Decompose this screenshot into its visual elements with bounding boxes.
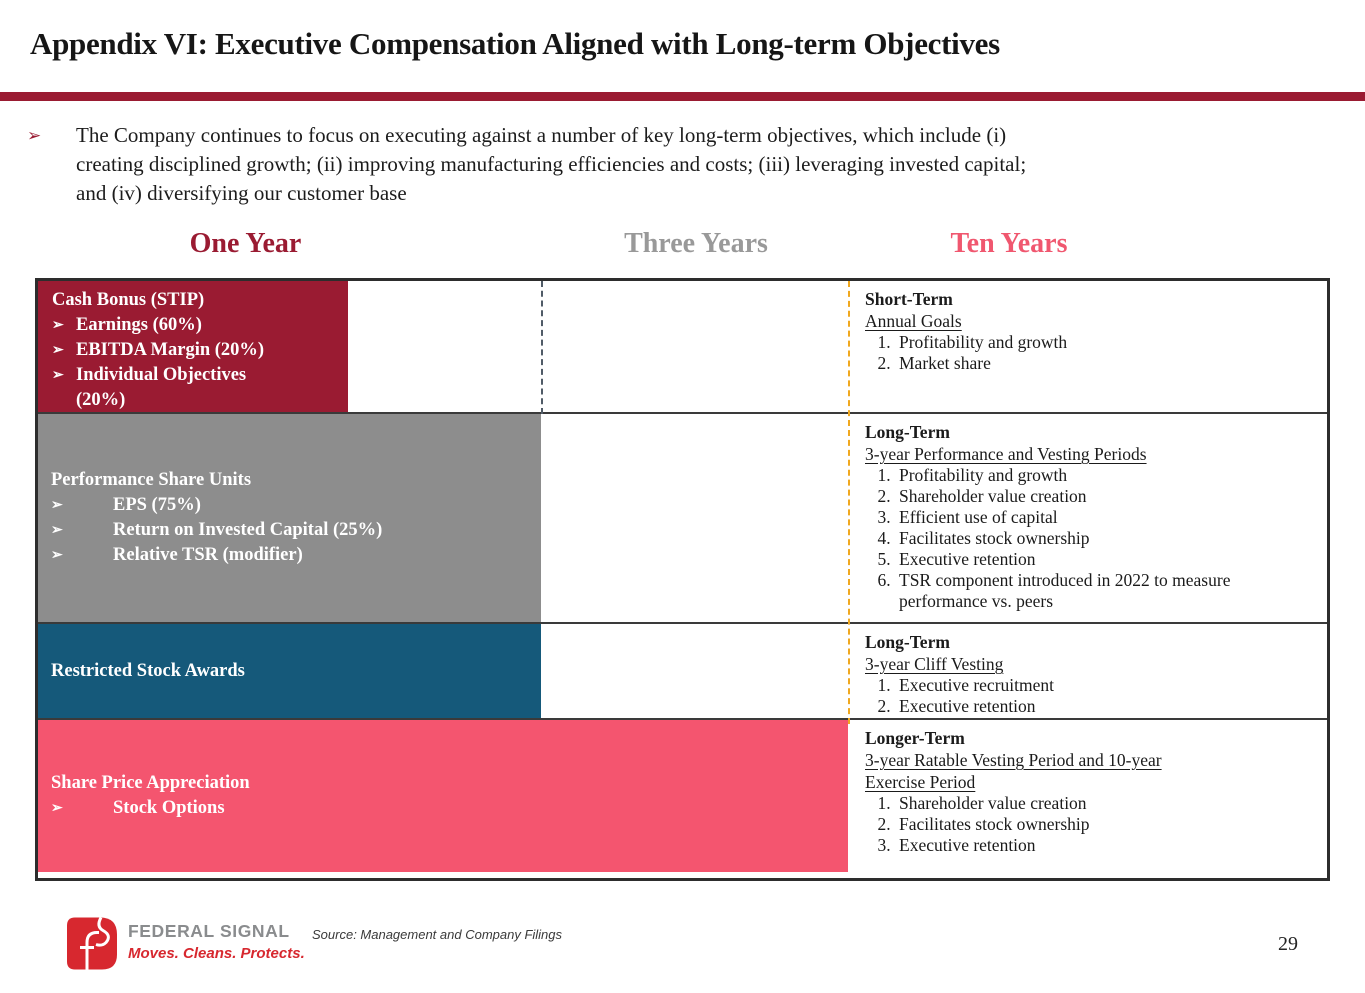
detail-subtitle-line: 3-year Ratable Vesting Period and 10-yea… — [865, 750, 1162, 770]
bar-bullet: ➢ Relative TSR (modifier) — [51, 543, 531, 568]
arrow-bullet-icon: ➢ — [51, 548, 63, 563]
detail-item: Facilitates stock ownership — [895, 528, 1319, 549]
detail-item: Executive retention — [895, 696, 1319, 717]
detail-item: Market share — [895, 353, 1319, 374]
detail-item: Shareholder value creation — [895, 486, 1319, 507]
cash-bonus-bar: Cash Bonus (STIP) ➢ Earnings (60%) ➢ EBI… — [38, 281, 348, 412]
intro-line: and (iv) diversifying our customer base — [76, 181, 407, 205]
bar-bullet-label: Individual Objectives (20%) — [76, 365, 247, 410]
detail-list: Profitability and growth Shareholder val… — [865, 465, 1319, 612]
bar-bullet: ➢ Individual Objectives (20%) — [52, 363, 338, 413]
bar-title: Restricted Stock Awards — [51, 660, 245, 681]
detail-item: Facilitates stock ownership — [895, 814, 1319, 835]
federal-signal-logo-icon — [67, 916, 117, 970]
intro-line: The Company continues to focus on execut… — [76, 123, 1007, 147]
detail-subtitle: 3-year Ratable Vesting Period and 10-yea… — [865, 749, 1319, 793]
arrow-bullet-icon: ➢ — [51, 523, 63, 538]
detail-item: Executive retention — [895, 835, 1319, 856]
detail-term: Long-Term — [865, 422, 950, 442]
detail-item: Shareholder value creation — [895, 793, 1319, 814]
table-row-share-price-appreciation: Share Price Appreciation ➢ Stock Options… — [38, 720, 1327, 872]
bar-bullet-label: Return on Invested Capital (25%) — [113, 520, 383, 540]
intro-bullet-arrow-icon: ➢ — [27, 126, 42, 145]
bar-bullet-label: Earnings (60%) — [76, 315, 202, 335]
bar-title: Performance Share Units — [51, 470, 252, 490]
header-one-year: One Year — [189, 228, 302, 259]
detail-term: Longer-Term — [865, 728, 965, 748]
page-number: 29 — [1278, 933, 1298, 955]
table-row-restricted-stock-awards: Restricted Stock Awards Long-Term 3-year… — [38, 624, 1327, 720]
detail-term: Long-Term — [865, 632, 950, 652]
detail-short-term: Short-Term Annual Goals Profitability an… — [848, 281, 1327, 412]
bar-bullet: ➢ Stock Options — [51, 796, 838, 821]
detail-term: Short-Term — [865, 289, 953, 309]
arrow-bullet-icon: ➢ — [51, 801, 63, 816]
detail-subtitle: 3-year Performance and Vesting Periods — [865, 443, 1319, 465]
source-note: Source: Management and Company Filings — [312, 927, 563, 942]
bar-bullet-label: EPS (75%) — [113, 495, 201, 515]
detail-item: Profitability and growth — [895, 332, 1319, 353]
three-years-dashed-divider — [541, 281, 543, 414]
bar-bullet-label: EBITDA Margin (20%) — [76, 340, 265, 360]
detail-subtitle-line: Annual Goals — [865, 311, 962, 331]
header-three-years: Three Years — [624, 228, 768, 259]
detail-subtitle-line: Exercise Period — [865, 772, 976, 792]
detail-long-term-psu: Long-Term 3-year Performance and Vesting… — [848, 414, 1327, 622]
detail-list: Executive recruitment Executive retentio… — [865, 675, 1319, 717]
bar-bullet: ➢ Return on Invested Capital (25%) — [51, 518, 531, 543]
arrow-bullet-icon: ➢ — [52, 343, 64, 358]
detail-list: Profitability and growth Market share — [865, 332, 1319, 374]
bar-title: Share Price Appreciation — [51, 773, 250, 793]
title-divider — [0, 92, 1365, 101]
bar-bullet: ➢ EPS (75%) — [51, 493, 531, 518]
brand-tagline: Moves. Cleans. Protects. — [128, 945, 305, 962]
brand-name: FEDERAL SIGNAL — [128, 921, 290, 941]
detail-item: Efficient use of capital — [895, 507, 1319, 528]
detail-longer-term: Longer-Term 3-year Ratable Vesting Perio… — [848, 720, 1327, 872]
bar-title: Cash Bonus (STIP) — [52, 290, 205, 310]
detail-subtitle-line: 3-year Performance and Vesting Periods — [865, 444, 1147, 464]
detail-item: Profitability and growth — [895, 465, 1319, 486]
detail-item: TSR component introduced in 2022 to meas… — [895, 570, 1319, 612]
detail-subtitle: 3-year Cliff Vesting — [865, 653, 1319, 675]
restricted-stock-awards-bar: Restricted Stock Awards — [38, 624, 541, 718]
detail-item: Executive recruitment — [895, 675, 1319, 696]
compensation-table: Cash Bonus (STIP) ➢ Earnings (60%) ➢ EBI… — [35, 278, 1330, 881]
table-row-cash-bonus: Cash Bonus (STIP) ➢ Earnings (60%) ➢ EBI… — [38, 281, 1327, 414]
share-price-appreciation-bar: Share Price Appreciation ➢ Stock Options — [38, 720, 848, 872]
ten-years-dashed-divider — [848, 281, 850, 724]
intro-line: creating disciplined growth; (ii) improv… — [76, 152, 1027, 176]
table-row-performance-share-units: Performance Share Units ➢ EPS (75%) ➢ Re… — [38, 414, 1327, 624]
arrow-bullet-icon: ➢ — [51, 498, 63, 513]
bar-bullet-label: Stock Options — [113, 798, 225, 818]
header-ten-years: Ten Years — [950, 228, 1068, 259]
bar-bullet-label: Relative TSR (modifier) — [113, 545, 303, 565]
detail-subtitle: Annual Goals — [865, 310, 1319, 332]
intro-paragraph: The Company continues to focus on execut… — [76, 121, 1306, 208]
arrow-bullet-icon: ➢ — [52, 368, 64, 383]
detail-long-term-rsa: Long-Term 3-year Cliff Vesting Executive… — [848, 624, 1327, 718]
performance-share-units-bar: Performance Share Units ➢ EPS (75%) ➢ Re… — [38, 414, 541, 622]
page-title: Appendix VI: Executive Compensation Alig… — [30, 26, 1000, 61]
detail-item: Executive retention — [895, 549, 1319, 570]
arrow-bullet-icon: ➢ — [52, 318, 64, 333]
bar-bullet: ➢ Earnings (60%) — [52, 313, 338, 338]
detail-subtitle-line: 3-year Cliff Vesting — [865, 654, 1004, 674]
bar-bullet: ➢ EBITDA Margin (20%) — [52, 338, 338, 363]
detail-list: Shareholder value creation Facilitates s… — [865, 793, 1319, 856]
